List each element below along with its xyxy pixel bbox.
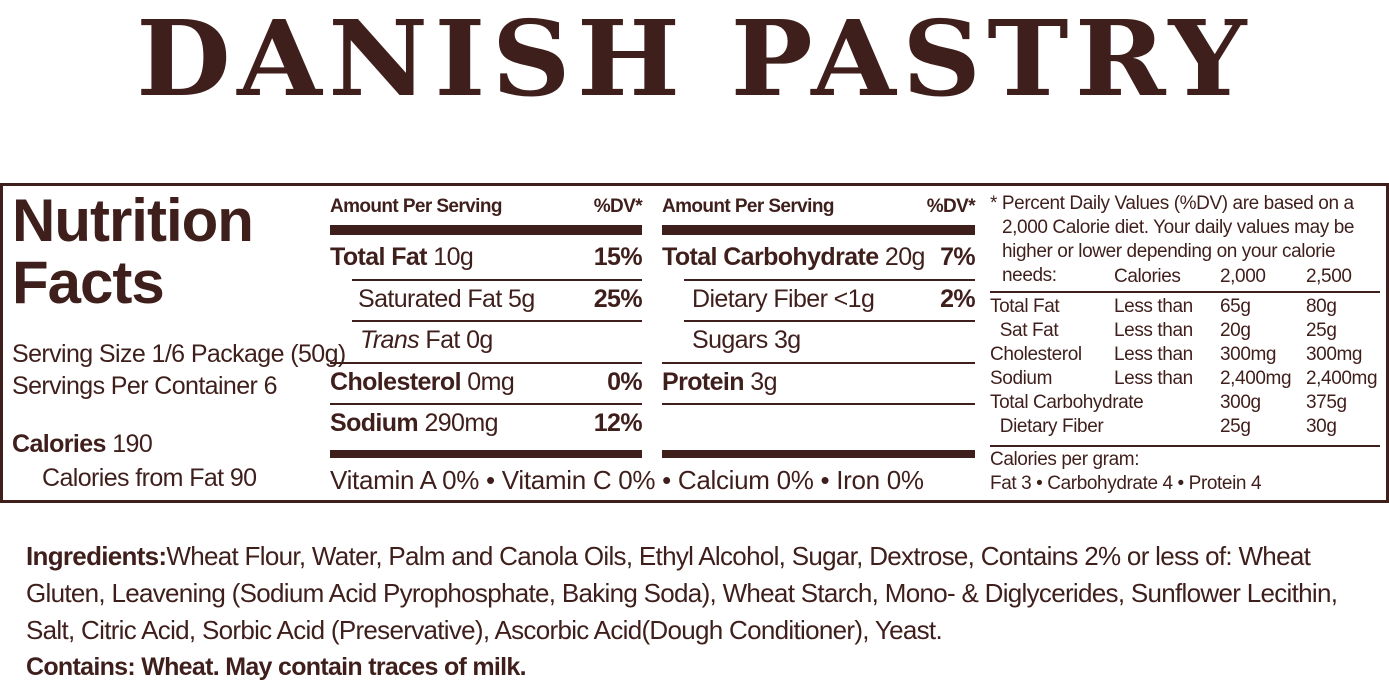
ingredients: Ingredients:Wheat Flour, Water, Palm and… xyxy=(26,541,1338,645)
daily-values-table: Calories 2,000 2,500 Total Fat Less than 65g 8… xyxy=(990,265,1386,439)
facts-heading: Facts xyxy=(12,249,165,316)
dv-table-cell: 2,400mg xyxy=(1306,368,1378,389)
dv-table-cell: 80g xyxy=(1306,296,1337,317)
nutrient-row: Saturated Fat 5g 25% xyxy=(358,285,643,313)
dv-table-cell: 65g xyxy=(1220,296,1251,317)
nutrient-row: Total Carbohydrate 20g 7% xyxy=(662,243,976,271)
calories-per-gram-label: Calories per gram: xyxy=(990,449,1140,470)
dv-table-cell: 2,000 xyxy=(1220,266,1266,287)
nutrition-facts-panel xyxy=(0,183,1389,503)
dv-table-cell: 300mg xyxy=(1220,344,1277,365)
dv-table-cell: 2,500 xyxy=(1306,266,1352,287)
dv-table-cell: 300mg xyxy=(1306,344,1363,365)
dv-table-cell: Less than xyxy=(1114,320,1193,341)
dv-table-cell xyxy=(990,265,1114,289)
servings-per-container: Servings Per Container 6 xyxy=(12,372,278,400)
dv-table-cell xyxy=(1114,391,1220,415)
dv-table-cell: 20g xyxy=(1220,320,1251,341)
dv-table-cell: 300g xyxy=(1220,392,1261,413)
dv-table-cell: Less than xyxy=(1114,368,1193,389)
dv-table-cell: Calories xyxy=(1114,266,1181,287)
nutrients-column-2: Amount Per Serving %DV* Total Carbohydrat… xyxy=(662,193,976,493)
dv-footnote: * Percent Daily Values (%DV) are based o… xyxy=(990,193,1355,286)
dv-table-cell: Dietary Fiber xyxy=(990,416,1104,437)
dv-table-cell: Cholesterol xyxy=(990,344,1082,365)
dv-table-cell: Total Fat xyxy=(990,296,1060,317)
dv-table-cell: 2,400mg xyxy=(1220,368,1292,389)
nutrient-row: Dietary Fiber <1g 2% xyxy=(692,285,976,313)
nutrients-column-1: Amount Per Serving %DV* Total Fat 10g 15% … xyxy=(330,193,643,493)
dv-table-cell: Less than xyxy=(1114,344,1193,365)
allergen-statement: Contains: Wheat. May contain traces of m… xyxy=(26,653,527,681)
vitamins-line: Vitamin A 0% • Vitamin C 0% • Calcium 0%… xyxy=(330,465,924,495)
nutrient-row: Trans Fat 0g xyxy=(360,326,493,354)
nutrient-row: Protein 3g xyxy=(662,368,777,396)
calories: Calories 190 xyxy=(12,430,153,458)
nutrient-row: Total Fat 10g 15% xyxy=(330,243,643,271)
dv-table-cell: Sat Fat xyxy=(990,320,1059,341)
calories-from-fat: Calories from Fat 90 xyxy=(42,464,257,492)
nutrient-row: Sugars 3g xyxy=(692,326,801,354)
dv-table-cell: Total Carbohydrate xyxy=(990,392,1144,413)
dv-table-cell xyxy=(1114,415,1220,439)
dv-table-cell: Less than xyxy=(1114,296,1193,317)
dv-table-cell: 30g xyxy=(1306,416,1337,437)
dv-table-cell: 25g xyxy=(1306,320,1337,341)
nutrient-row: Sodium 290mg 12% xyxy=(330,409,643,437)
dv-table-cell: 375g xyxy=(1306,392,1347,413)
product-title: DANISH PASTRY xyxy=(136,0,1253,120)
calories-per-gram: Fat 3 • Carbohydrate 4 • Protein 4 xyxy=(990,473,1262,494)
nutrition-heading: Nutrition xyxy=(12,187,254,254)
serving-size: Serving Size 1/6 Package (50g) xyxy=(12,340,346,368)
divider xyxy=(330,225,642,235)
nutrient-row: Cholesterol 0mg 0% xyxy=(330,368,643,396)
dv-table-cell: Sodium xyxy=(990,368,1053,389)
dv-table-cell: 25g xyxy=(1220,416,1251,437)
